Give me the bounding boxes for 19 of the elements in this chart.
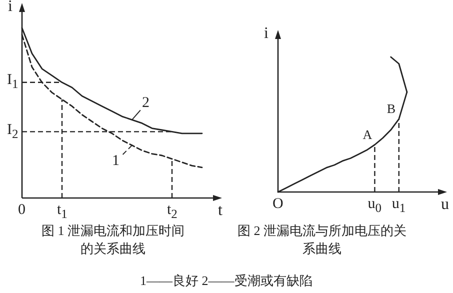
annotation: B	[386, 101, 396, 116]
ref-line-label: I$_{2}$	[7, 122, 18, 141]
y-axis-title: i	[264, 25, 268, 42]
x-axis-title: u	[441, 196, 449, 213]
series-label: 2	[142, 95, 150, 112]
x-tick-label: O	[272, 196, 284, 212]
ref-line-label: I$_{1}$	[7, 72, 18, 92]
text: 1——良好 2——受潮或有缺陷	[140, 272, 312, 288]
x-tick-label: u$_{0}$	[368, 196, 382, 215]
x-tick-label: t$_{2}$	[167, 202, 178, 221]
x-axis-title: t	[218, 202, 222, 219]
text: 图 2 泄漏电流与所加电压的关系曲线	[236, 222, 408, 258]
y-axis-title: i	[8, 0, 12, 15]
x-tick-label: 0	[18, 202, 26, 218]
x-tick-label: t$_{1}$	[57, 202, 68, 221]
annotation: A	[362, 126, 372, 142]
x-tick-label: u$_{1}$	[392, 196, 406, 215]
text: 图 1 泄漏电流和加压时间的关系曲线	[40, 222, 186, 258]
legend-label: 1	[112, 152, 120, 169]
